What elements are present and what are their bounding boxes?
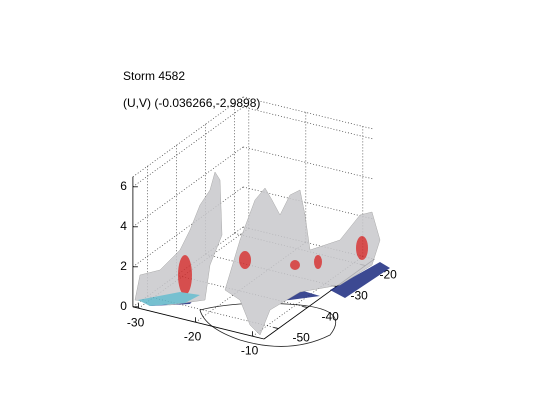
x-tick-label: -10 — [241, 343, 259, 357]
z-tick-label: 4 — [120, 219, 127, 233]
axis-edge — [132, 306, 265, 340]
chart-subtitle: (U,V) (-0.036266,-2.9898) — [123, 96, 260, 110]
z-tick-label: 0 — [120, 299, 127, 313]
isosurfaces — [134, 171, 390, 347]
core — [178, 255, 192, 295]
core — [290, 260, 300, 270]
z-tick-label: 6 — [120, 179, 127, 193]
core — [356, 236, 368, 260]
y-tick-label: -30 — [351, 289, 369, 303]
y-tick-label: -40 — [322, 310, 340, 324]
surface — [134, 171, 223, 306]
surface-base — [138, 292, 200, 306]
grid-line — [243, 106, 375, 140]
grid-line — [243, 96, 375, 130]
grid-line — [132, 106, 244, 188]
grid-line — [132, 146, 244, 228]
z-tick-label: 2 — [120, 259, 127, 273]
x-tick-label: -30 — [127, 315, 145, 329]
surface — [224, 187, 381, 336]
x-tick-label: -20 — [184, 329, 202, 343]
core — [314, 255, 322, 269]
y-tick — [273, 327, 279, 329]
y-tick-label: -50 — [293, 331, 311, 345]
chart-title: Storm 4582 — [123, 69, 185, 83]
core — [239, 251, 251, 269]
y-tick — [302, 306, 308, 308]
grid-line — [243, 146, 375, 180]
